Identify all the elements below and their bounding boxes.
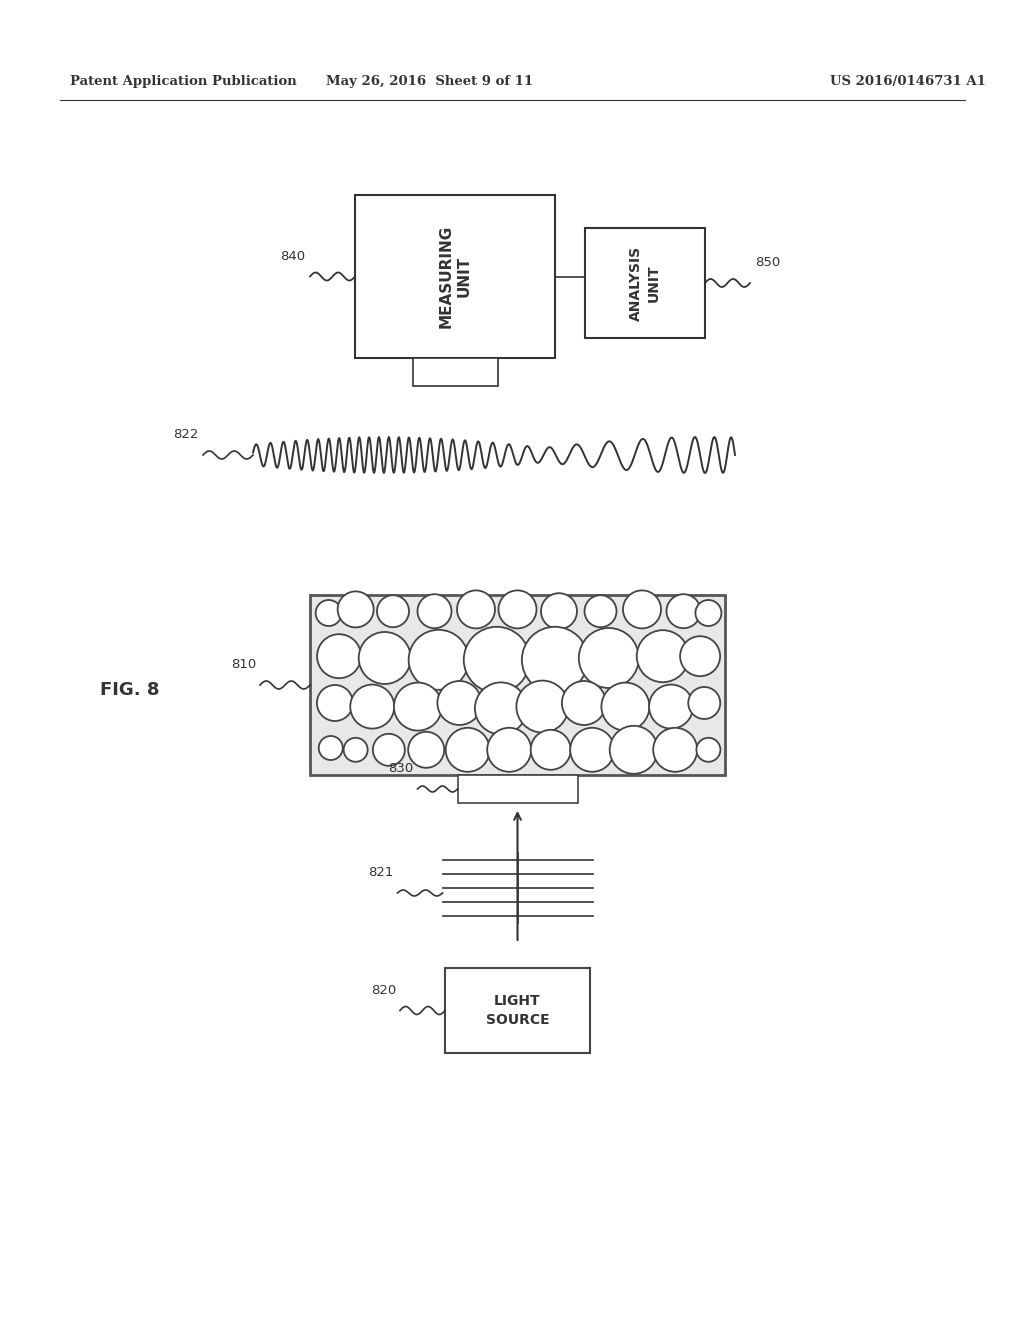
Circle shape (350, 685, 394, 729)
Bar (355, 195, 555, 358)
Circle shape (338, 591, 374, 627)
Circle shape (317, 634, 361, 678)
Circle shape (695, 601, 721, 626)
Circle shape (522, 627, 588, 693)
Circle shape (394, 682, 442, 730)
Circle shape (377, 595, 409, 627)
Circle shape (409, 731, 444, 768)
Circle shape (667, 594, 700, 628)
Circle shape (637, 630, 689, 682)
Text: 850: 850 (755, 256, 780, 269)
Circle shape (579, 628, 639, 688)
Circle shape (437, 681, 481, 725)
Bar (310, 595, 725, 775)
Circle shape (318, 737, 343, 760)
Circle shape (315, 601, 342, 626)
Circle shape (601, 682, 649, 730)
Circle shape (316, 685, 353, 721)
Circle shape (487, 727, 531, 772)
Circle shape (623, 590, 662, 628)
Circle shape (688, 686, 720, 719)
Circle shape (585, 595, 616, 627)
Circle shape (358, 632, 411, 684)
Text: ANALYSIS
UNIT: ANALYSIS UNIT (630, 246, 660, 321)
Text: 821: 821 (368, 866, 393, 879)
Text: 810: 810 (230, 657, 256, 671)
Text: MEASURING
UNIT: MEASURING UNIT (438, 224, 472, 329)
Text: 840: 840 (280, 249, 305, 263)
Circle shape (445, 727, 489, 772)
Circle shape (530, 730, 570, 770)
Circle shape (418, 594, 452, 628)
Circle shape (457, 590, 495, 628)
Circle shape (609, 726, 657, 774)
Circle shape (541, 593, 577, 630)
Text: US 2016/0146731 A1: US 2016/0146731 A1 (830, 75, 986, 88)
Text: 822: 822 (174, 428, 199, 441)
Circle shape (464, 627, 529, 693)
Circle shape (649, 685, 693, 729)
Circle shape (516, 681, 568, 733)
Bar (458, 775, 578, 803)
Circle shape (409, 630, 469, 690)
Circle shape (344, 738, 368, 762)
Text: 820: 820 (371, 983, 396, 997)
Bar (445, 968, 590, 1053)
Bar (585, 228, 705, 338)
Circle shape (680, 636, 720, 676)
Text: FIG. 8: FIG. 8 (100, 681, 160, 700)
Text: LIGHT
SOURCE: LIGHT SOURCE (485, 994, 549, 1027)
Circle shape (696, 738, 721, 762)
Circle shape (570, 727, 614, 772)
Circle shape (475, 682, 527, 734)
Circle shape (562, 681, 606, 725)
Bar (413, 358, 498, 385)
Circle shape (653, 727, 697, 772)
Text: Patent Application Publication: Patent Application Publication (70, 75, 297, 88)
Text: 830: 830 (388, 762, 414, 775)
Text: May 26, 2016  Sheet 9 of 11: May 26, 2016 Sheet 9 of 11 (327, 75, 534, 88)
Circle shape (373, 734, 404, 766)
Circle shape (499, 590, 537, 628)
